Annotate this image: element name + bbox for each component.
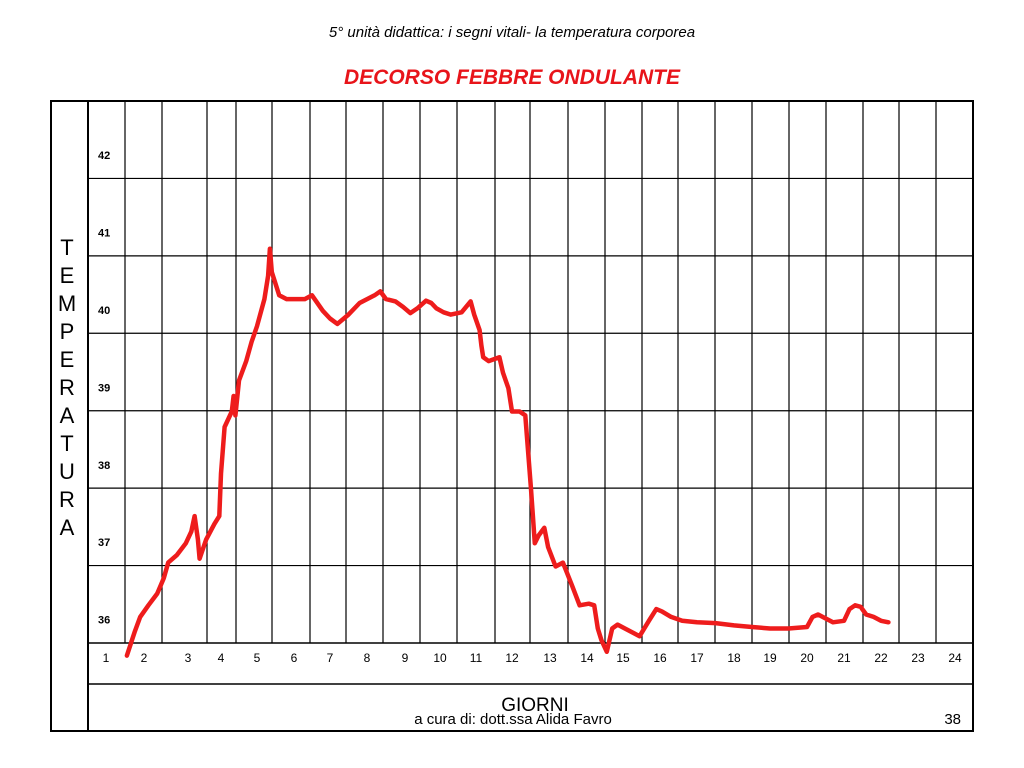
- y-axis-label-letter: R: [59, 487, 75, 512]
- x-tick-label: 1: [103, 651, 110, 665]
- y-axis-label-letter: E: [60, 347, 75, 372]
- y-tick-label: 42: [98, 150, 110, 162]
- horizontal-gridlines: [88, 177, 972, 685]
- y-axis-label-letter: T: [60, 431, 73, 456]
- y-tick-label: 36: [98, 615, 110, 627]
- x-tick-labels: 1 2 3 4 5 6 7 8 9 10 11 12 13 14 15 16 17 18 19 20 21 22 23 24: [103, 651, 962, 665]
- chart-border: [50, 100, 974, 732]
- x-tick-label: 12: [505, 651, 519, 665]
- footer-credit: a cura di: dott.ssa Alida Favro: [414, 711, 612, 728]
- x-tick-label: 24: [948, 651, 962, 665]
- page-number: 38: [944, 711, 961, 728]
- chart-title: DECORSO FEBBRE ONDULANTE: [343, 66, 680, 89]
- x-axis-label: GIORNI: [501, 695, 569, 716]
- y-tick-label: 41: [98, 228, 110, 240]
- temperature-curve: [124, 246, 891, 658]
- x-tick-label: 19: [763, 651, 777, 665]
- x-tick-label: 11: [470, 651, 483, 665]
- x-tick-label: 15: [616, 651, 630, 665]
- x-tick-label: 2: [141, 651, 148, 665]
- y-tick-label: 37: [98, 537, 110, 549]
- x-tick-label: 20: [800, 651, 814, 665]
- y-axis-label-letter: T: [60, 235, 73, 260]
- y-axis-label-letter: R: [59, 375, 75, 400]
- x-tick-label: 16: [653, 651, 667, 665]
- vertical-gridlines: [124, 101, 937, 643]
- x-tick-label: 13: [543, 651, 557, 665]
- y-axis-label-letter: A: [60, 515, 75, 540]
- x-tick-label: 22: [874, 651, 888, 665]
- x-tick-label: 23: [911, 651, 925, 665]
- y-tick-label: 40: [98, 305, 110, 317]
- x-tick-label: 8: [364, 651, 371, 665]
- x-tick-label: 5: [254, 651, 261, 665]
- x-tick-label: 18: [727, 651, 741, 665]
- y-tick-label: 39: [98, 382, 110, 394]
- y-axis-label-letter: M: [58, 291, 76, 316]
- y-tick-label: 38: [98, 460, 110, 472]
- x-tick-label: 3: [185, 651, 192, 665]
- x-tick-label: 6: [291, 651, 298, 665]
- x-tick-label: 14: [580, 651, 594, 665]
- y-tick-labels: 42 41 40 39 38 37 36: [98, 150, 110, 627]
- x-tick-label: 4: [218, 651, 225, 665]
- x-tick-label: 17: [690, 651, 704, 665]
- y-axis-label-letter: U: [59, 459, 75, 484]
- y-axis-label-letter: E: [60, 263, 75, 288]
- x-tick-label: 21: [837, 651, 851, 665]
- x-tick-label: 10: [433, 651, 447, 665]
- y-axis-label-letter: A: [60, 403, 75, 428]
- x-tick-label: 7: [327, 651, 334, 665]
- slide-subtitle: 5° unità didattica: i segni vitali- la t…: [328, 24, 696, 41]
- x-tick-label: 9: [402, 651, 409, 665]
- y-axis-label-letter: P: [60, 319, 75, 344]
